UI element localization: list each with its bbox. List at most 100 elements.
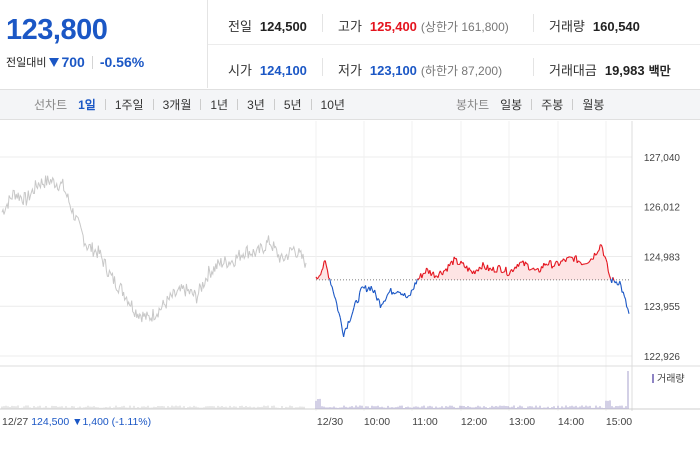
price-segment [330,284,333,287]
tab-line-period-6[interactable]: 10년 [320,98,345,112]
price-segment [489,267,492,270]
price-segment [492,266,495,273]
price-segment [434,275,437,279]
candle-chart-label: 봉차트 [456,98,490,112]
price-segment [429,270,432,276]
divider [533,14,534,32]
price-segment [468,267,471,271]
price-segment [507,274,510,277]
price-segment [340,323,344,332]
price-segment [603,255,606,257]
price-segment [356,301,360,304]
price-segment [366,289,369,293]
price-segment [317,275,320,278]
price-segment [406,295,409,299]
price-segment [494,271,496,273]
tab-line-period-4[interactable]: 3년 [247,98,265,112]
trade-value-amount: 19,983 [604,63,645,78]
price-segment [482,262,485,266]
tab-divider [237,99,239,110]
price-segment [349,315,353,321]
price-segment [338,312,341,318]
price-segment [539,266,543,272]
y-axis: 127,040 126,012 124,983 123,955 122,926 [644,153,681,363]
price-segment [321,268,324,271]
open-label: 시가 [228,63,252,78]
price-segment [606,262,609,272]
price-segment [359,288,362,293]
open-value: 124,100 [259,63,307,78]
tab-line-period-1[interactable]: 1주일 [114,98,144,112]
price-segment [388,291,391,294]
price-segment [620,284,623,293]
price-segment [352,307,355,312]
price-segment [506,274,509,277]
price-segment [404,292,407,298]
price-segment [590,258,593,260]
price-segment [501,271,503,274]
price-segment [353,302,356,308]
price-segment [508,270,512,275]
price-segment [499,266,502,273]
volume: 거래량 160,540 [549,16,640,35]
price-segment [597,249,600,252]
price-segment [452,256,455,265]
price-segment [351,311,354,316]
tab-line-period-5[interactable]: 5년 [283,98,302,112]
price-segment [339,317,342,324]
price-segment [556,260,559,263]
price-segment [498,264,501,267]
y-tick-label: 126,012 [644,203,681,214]
volume-legend-label: 거래량 [657,373,685,385]
price-segment [592,252,596,260]
price-segment [527,263,530,271]
price-segment [430,273,433,276]
price-segment [529,268,532,271]
price-segment [361,286,364,288]
tab-candle-period-2[interactable]: 월봉 [582,98,605,112]
tab-candle-period-1[interactable]: 주봉 [541,98,564,112]
volume-area: 거래량 [0,365,700,410]
price-segment [512,269,515,273]
tab-divider [104,99,106,110]
price-segment [346,321,349,329]
price-segment [598,244,601,251]
price-segment [409,289,413,296]
tab-candle-period-0[interactable]: 일봉 [500,98,523,112]
lower-limit: (하한가 87,200) [420,64,503,78]
price-segment [601,247,605,256]
tab-divider [152,99,154,110]
price-segment [364,285,368,293]
price-segment [337,310,340,314]
price-segment [605,258,608,263]
price-segment [407,295,410,297]
price-segment [415,278,418,285]
high-label: 고가 [338,19,362,34]
low-label: 저가 [338,63,362,78]
price-segment [608,275,612,279]
up-area-fill [316,244,614,280]
change-amount: 700 [61,54,85,70]
price-segment [374,289,377,295]
price-segment [553,262,556,267]
price-segment [474,270,477,275]
line-chart-tabs: 선차트 1일 1주일 3개월 1년 3년 5년 10년 [34,90,346,119]
price-segment [583,263,586,265]
x-tick-label: 12:00 [461,416,487,428]
price-change: 전일대비 700 -0.56% [6,54,144,70]
price-segment [478,266,482,269]
price-segment [432,271,436,278]
price-segment [316,277,319,280]
price-segment [587,262,589,264]
price-segment [455,258,459,265]
price-segment [370,285,373,291]
y-tick-label: 127,040 [644,153,681,164]
price-segment [336,303,339,312]
trade-value-label: 거래대금 [549,63,597,78]
tab-line-period-0[interactable]: 1일 [78,98,96,112]
tab-line-period-2[interactable]: 3개월 [162,98,192,112]
price-segment [390,288,393,295]
price-segment [320,270,323,276]
tab-line-period-3[interactable]: 1년 [210,98,229,112]
